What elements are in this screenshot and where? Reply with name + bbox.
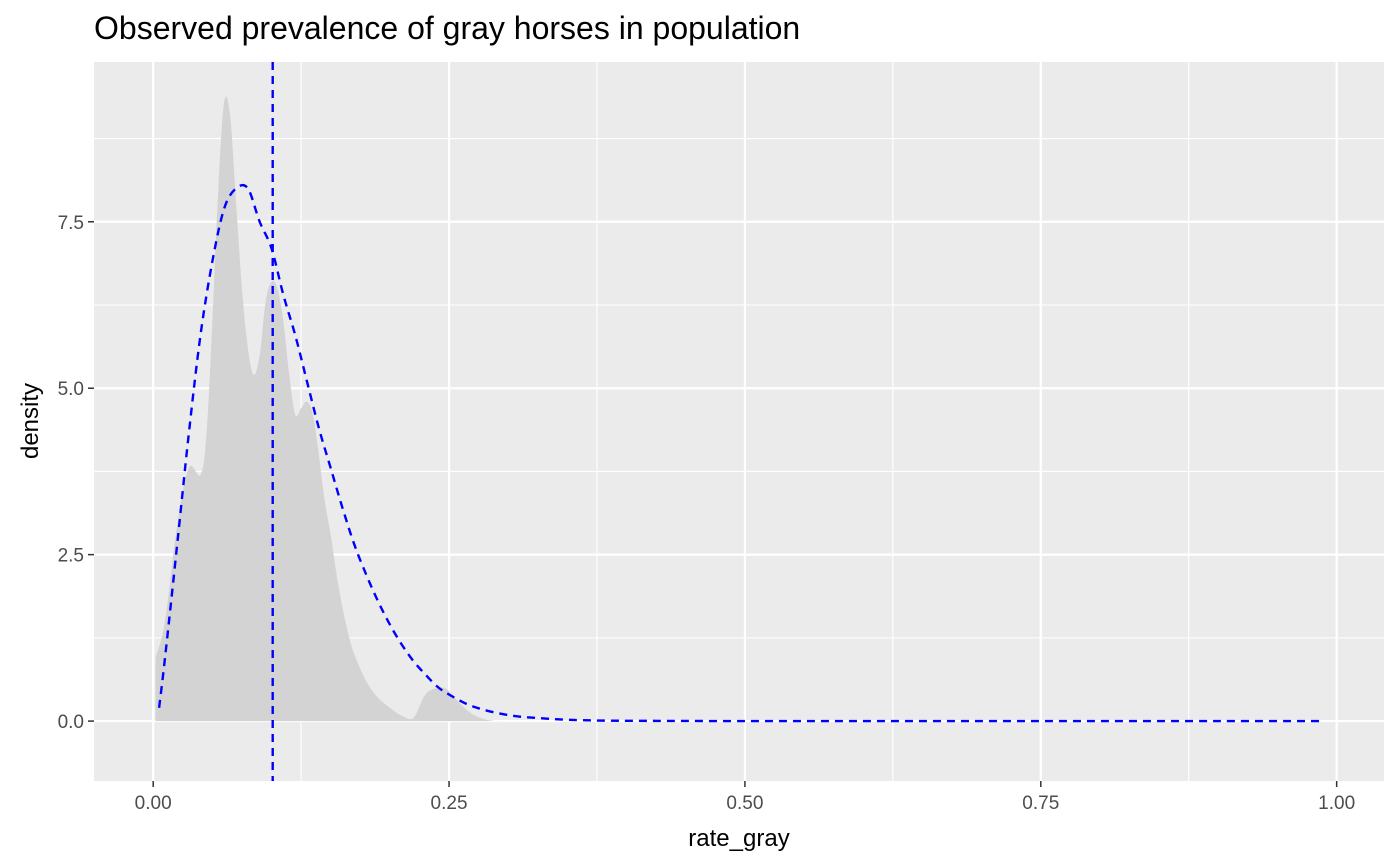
density-area-layer xyxy=(155,96,509,722)
y-axis-title: density xyxy=(17,383,44,459)
x-axis: 0.00 0.25 0.50 0.75 1.00 xyxy=(135,781,1355,814)
y-tick-label: 0.0 xyxy=(58,712,84,733)
y-tick-label: 5.0 xyxy=(58,379,84,400)
fitted-density-curve xyxy=(157,183,1325,723)
y-tick-label: 7.5 xyxy=(58,213,84,234)
density-area xyxy=(155,96,509,722)
y-tick-label: 2.5 xyxy=(58,546,84,567)
chart-title: Observed prevalence of gray horses in po… xyxy=(94,10,800,46)
x-axis-title: rate_gray xyxy=(688,825,789,852)
x-tick-label: 0.25 xyxy=(431,793,468,814)
fitted-curve-layer xyxy=(157,183,1325,723)
minor-gridlines xyxy=(94,62,1384,781)
x-tick-label: 1.00 xyxy=(1318,793,1355,814)
x-tick-label: 0.50 xyxy=(726,793,763,814)
y-axis: 0.0 2.5 5.0 7.5 xyxy=(58,213,94,733)
x-tick-label: 0.00 xyxy=(135,793,172,814)
x-tick-label: 0.75 xyxy=(1022,793,1059,814)
